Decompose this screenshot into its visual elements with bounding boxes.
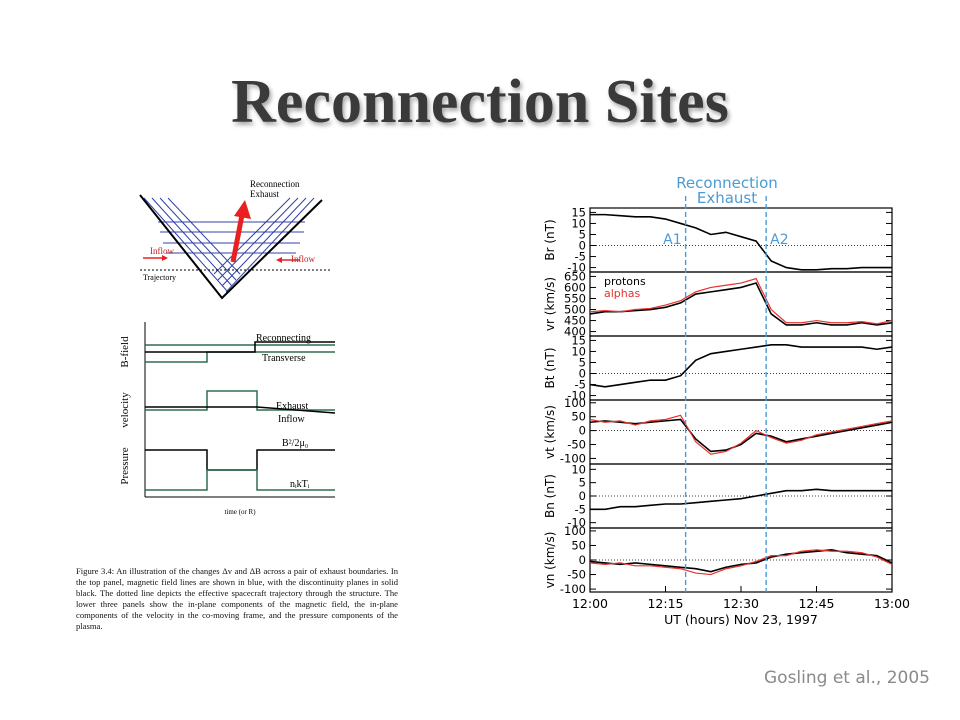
y-tick-label: 50 [571,538,586,552]
y-tick-label: -5 [575,250,586,264]
y-axis-label: Bn (nT) [543,474,557,518]
y-tick-label: 5 [579,355,586,369]
panel-label: nᵢkTᵢ [290,479,310,490]
x-tick-label: 13:00 [874,596,910,611]
y-tick-label: 0 [579,239,586,253]
panel-label: Inflow [278,414,305,425]
data-line [590,213,892,271]
y-tick-label: -5 [575,378,586,392]
panel-label: Transverse [262,353,306,364]
panel-xlabel: time (or R) [224,508,256,516]
panel-ylabel: velocity [119,392,131,428]
y-axis-label: vt (km/s) [543,405,557,459]
data-line [589,282,893,326]
data-line [589,344,893,388]
x-tick-label: 12:15 [647,596,683,611]
y-tick-label: 550 [564,291,586,305]
panel-label: B²/2μ₀ [282,438,309,449]
y-tick-label: 0 [579,553,586,567]
y-tick-label: 5 [579,476,586,490]
y-tick-label: 100 [564,396,586,410]
reconnection-diagram [139,194,330,300]
data-line [589,549,893,576]
figure-caption: Figure 3.4: An illustration of the chang… [76,566,398,631]
diagram-label: Inflow [150,246,174,256]
diagram-label: Exhaust [250,189,279,199]
slide-title: Reconnection Sites [231,68,729,136]
panel-ylabel: B-field [119,336,131,368]
panel-label: Exhaust [276,401,308,412]
panel-ylabel: Pressure [119,447,131,484]
y-axis-label: vn (km/s) [543,532,557,589]
diagram-label: Trajectory [143,273,176,282]
y-axis-label: Br (nT) [543,219,557,260]
y-tick-label: 15 [571,205,586,219]
data-line [589,418,893,453]
y-tick-label: 10 [571,462,586,476]
y-tick-label: 10 [571,344,586,358]
y-tick-label: 5 [579,227,586,241]
y-tick-label: 0 [579,367,586,381]
y-tick-label: -10 [567,389,586,403]
y-tick-label: 400 [564,325,586,339]
y-tick-label: -10 [567,516,586,530]
y-tick-label: 600 [564,280,586,294]
y-tick-label: 0 [579,424,586,438]
y-tick-label: -10 [567,261,586,275]
legend-entry: alphas [604,287,640,300]
panel-label: Reconnecting [256,333,311,344]
legend-entry: protons [604,275,646,288]
y-tick-label: -100 [560,451,586,465]
boundary-label: A2 [770,232,788,248]
data-line [590,488,892,511]
exhaust-header: Reconnection [676,174,778,192]
panel-frame [589,399,893,465]
y-tick-label: 500 [564,303,586,317]
diagram-label: Reconnection [250,179,300,189]
panel-frame [589,335,893,401]
y-tick-label: 100 [564,524,586,538]
x-tick-label: 12:45 [798,596,834,611]
x-tick-label: 12:00 [572,596,608,611]
y-tick-label: -50 [567,438,586,452]
exhaust-header: Exhaust [697,189,757,207]
data-line [589,414,893,455]
y-tick-label: -5 [575,502,586,516]
credit: Gosling et al., 2005 [764,668,930,688]
y-tick-label: -50 [567,568,586,582]
y-axis-label: Bt (nT) [543,347,557,388]
y-tick-label: 450 [564,314,586,328]
data-line [589,549,893,573]
y-tick-label: -100 [560,582,586,596]
y-axis-label: vr (km/s) [543,277,557,331]
y-tick-label: 10 [571,216,586,230]
boundary-label: A1 [663,232,681,248]
y-tick-label: 650 [564,269,586,283]
y-tick-label: 15 [571,333,586,347]
y-tick-label: 0 [579,489,586,503]
x-axis-label: UT (hours) Nov 23, 1997 [664,612,818,627]
schematic-panels [144,322,336,498]
data-line [589,277,893,325]
y-tick-label: 50 [571,410,586,424]
diagram-label: Inflow [291,254,315,264]
x-tick-label: 12:30 [723,596,759,611]
